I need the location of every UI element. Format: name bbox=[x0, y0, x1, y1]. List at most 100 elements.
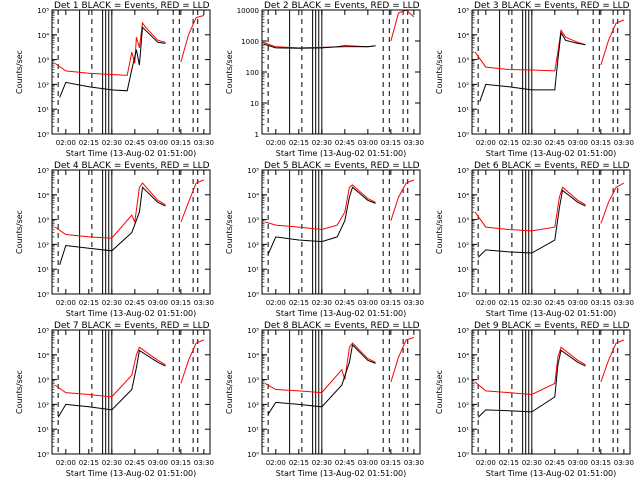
x-tick-label: 02:30 bbox=[312, 459, 332, 467]
y-tick-label: 10⁰ bbox=[247, 291, 259, 299]
y-tick-label: 10⁰ bbox=[457, 291, 469, 299]
plot-frame bbox=[51, 9, 211, 135]
y-tick-label: 10³ bbox=[247, 377, 259, 385]
y-tick-label: 10³ bbox=[457, 377, 469, 385]
y-tick-label: 10000 bbox=[237, 7, 259, 15]
series-lld-line bbox=[474, 29, 586, 72]
x-axis-label: Start Time (13-Aug-02 01:51:00) bbox=[486, 149, 617, 158]
panel-title: Det 4 BLACK = Events, RED = LLD bbox=[54, 161, 210, 171]
x-tick-label: 03:15 bbox=[591, 299, 611, 307]
y-axis-label: Counts/sec bbox=[225, 50, 234, 94]
x-tick-label: 02:00 bbox=[266, 299, 286, 307]
series-lld-line bbox=[263, 41, 376, 49]
x-tick-label: 02:45 bbox=[125, 459, 145, 467]
y-tick-label: 10³ bbox=[37, 377, 49, 385]
y-tick-label: 10² bbox=[457, 241, 469, 249]
x-tick-label: 02:15 bbox=[289, 459, 309, 467]
series-lld-line bbox=[600, 19, 625, 66]
panel-title: Det 5 BLACK = Events, RED = LLD bbox=[264, 161, 420, 171]
y-tick-label: 10¹ bbox=[37, 266, 49, 274]
y-tick-label: 10⁴ bbox=[37, 352, 49, 360]
x-tick-label: 03:00 bbox=[568, 459, 588, 467]
series-lld-line bbox=[180, 339, 205, 384]
x-tick-label: 02:30 bbox=[312, 139, 332, 147]
x-tick-label: 02:15 bbox=[499, 299, 519, 307]
series-events-line bbox=[477, 189, 586, 258]
y-tick-label: 10¹ bbox=[457, 426, 469, 434]
y-axis-label: Counts/sec bbox=[225, 210, 234, 254]
x-tick-label: 02:00 bbox=[266, 139, 286, 147]
x-tick-label: 02:00 bbox=[56, 459, 76, 467]
y-tick-label: 10 bbox=[250, 100, 259, 108]
y-tick-label: 10¹ bbox=[37, 426, 49, 434]
plot-frame bbox=[261, 9, 421, 135]
y-tick-label: 10⁰ bbox=[247, 451, 259, 459]
plot-frame bbox=[471, 329, 631, 455]
series-lld-line bbox=[54, 182, 166, 239]
panel-det-3: Det 3 BLACK = Events, RED = LLD Counts/se… bbox=[435, 1, 634, 158]
plot-frame bbox=[261, 329, 421, 455]
panel-title: Det 1 BLACK = Events, RED = LLD bbox=[54, 1, 210, 11]
x-tick-label: 02:00 bbox=[266, 459, 286, 467]
x-tick-label: 03:00 bbox=[358, 139, 378, 147]
y-tick-label: 10³ bbox=[247, 217, 259, 225]
y-axis-label: Counts/sec bbox=[225, 370, 234, 414]
x-tick-label: 02:30 bbox=[522, 459, 542, 467]
series-lld-line bbox=[54, 346, 166, 398]
y-tick-label: 10⁰ bbox=[37, 451, 49, 459]
panel-title: Det 7 BLACK = Events, RED = LLD bbox=[54, 321, 210, 331]
plot-frame bbox=[261, 169, 421, 295]
y-tick-label: 10² bbox=[37, 81, 49, 89]
x-tick-label: 02:15 bbox=[289, 299, 309, 307]
y-tick-label: 10³ bbox=[457, 57, 469, 65]
panel-det-2: Det 2 BLACK = Events, RED = LLD Counts/se… bbox=[225, 1, 424, 158]
y-tick-label: 10⁴ bbox=[457, 192, 469, 200]
x-axis-label: Start Time (13-Aug-02 01:51:00) bbox=[486, 469, 617, 478]
series-lld-line bbox=[600, 182, 625, 224]
x-tick-label: 02:30 bbox=[522, 139, 542, 147]
x-tick-label: 03:30 bbox=[404, 139, 424, 147]
x-axis-label: Start Time (13-Aug-02 01:51:00) bbox=[486, 309, 617, 318]
x-tick-label: 03:30 bbox=[614, 139, 634, 147]
x-tick-label: 03:00 bbox=[148, 139, 168, 147]
x-axis-label: Start Time (13-Aug-02 01:51:00) bbox=[276, 469, 407, 478]
x-tick-label: 03:15 bbox=[381, 459, 401, 467]
panel-title: Det 3 BLACK = Events, RED = LLD bbox=[474, 1, 630, 11]
x-axis-label: Start Time (13-Aug-02 01:51:00) bbox=[276, 309, 407, 318]
y-axis-label: Counts/sec bbox=[435, 50, 444, 94]
plot-frame bbox=[51, 169, 211, 295]
series-events-line bbox=[59, 186, 166, 265]
y-tick-label: 10² bbox=[457, 81, 469, 89]
x-tick-label: 02:45 bbox=[335, 459, 355, 467]
x-axis-label: Start Time (13-Aug-02 01:51:00) bbox=[66, 149, 197, 158]
y-tick-label: 10¹ bbox=[457, 106, 469, 114]
y-axis-label: Counts/sec bbox=[435, 370, 444, 414]
x-tick-label: 02:30 bbox=[102, 139, 122, 147]
plot-frame bbox=[471, 169, 631, 295]
x-tick-label: 02:45 bbox=[125, 139, 145, 147]
x-axis-label: Start Time (13-Aug-02 01:51:00) bbox=[66, 469, 197, 478]
x-tick-label: 02:30 bbox=[522, 299, 542, 307]
x-tick-label: 02:15 bbox=[289, 139, 309, 147]
x-tick-label: 02:00 bbox=[476, 139, 496, 147]
series-lld-line bbox=[264, 342, 376, 394]
panel-title: Det 6 BLACK = Events, RED = LLD bbox=[474, 161, 630, 171]
x-tick-label: 03:30 bbox=[614, 459, 634, 467]
panel-det-7: Det 7 BLACK = Events, RED = LLD Counts/se… bbox=[15, 321, 214, 478]
y-tick-label: 10² bbox=[247, 241, 259, 249]
x-tick-label: 03:30 bbox=[614, 299, 634, 307]
x-tick-label: 03:15 bbox=[591, 459, 611, 467]
x-tick-label: 02:45 bbox=[125, 299, 145, 307]
y-tick-label: 10² bbox=[37, 241, 49, 249]
y-tick-label: 10⁰ bbox=[457, 451, 469, 459]
y-tick-label: 10¹ bbox=[247, 426, 259, 434]
y-tick-label: 10² bbox=[37, 401, 49, 409]
y-tick-label: 100 bbox=[246, 69, 259, 77]
x-tick-label: 02:00 bbox=[476, 299, 496, 307]
x-tick-label: 02:15 bbox=[499, 459, 519, 467]
y-axis-label: Counts/sec bbox=[15, 370, 24, 414]
x-tick-label: 03:00 bbox=[148, 299, 168, 307]
y-axis-label: Counts/sec bbox=[435, 210, 444, 254]
y-tick-label: 10⁰ bbox=[37, 291, 49, 299]
x-tick-label: 03:15 bbox=[381, 299, 401, 307]
